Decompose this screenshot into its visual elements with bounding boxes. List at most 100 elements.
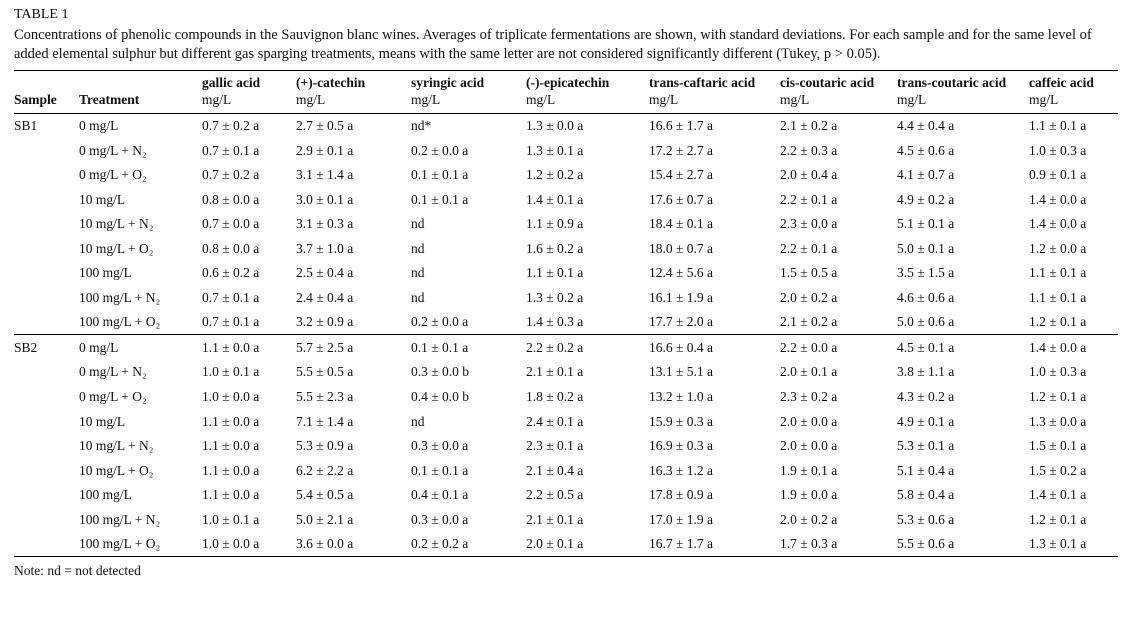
value-cell: 1.1 ± 0.9 a	[526, 216, 584, 232]
value-cell: 1.4 ± 0.3 a	[526, 314, 584, 330]
value-cell: 0.7 ± 0.0 a	[202, 216, 260, 232]
value-cell: 1.0 ± 0.3 a	[1029, 142, 1087, 158]
value-cell: 16.6 ± 1.7 a	[649, 118, 714, 133]
value-cell: 4.9 ± 0.2 a	[897, 191, 955, 207]
value-cell: 16.7 ± 1.7 a	[649, 536, 714, 552]
value-cell: 1.0 ± 0.0 a	[202, 389, 260, 405]
column-header-compound: trans-coutaric acid mg/L	[897, 70, 1029, 113]
value-cell: 1.2 ± 0.1 a	[1029, 389, 1087, 405]
sample-cell	[14, 212, 79, 237]
compound-unit: mg/L	[897, 91, 927, 107]
value-cell: 2.0 ± 0.4 a	[780, 167, 838, 183]
value-cell: 12.4 ± 5.6 a	[649, 265, 714, 281]
value-cell: 5.8 ± 0.4 a	[897, 487, 955, 503]
table-row: 100 mg/L + N₂ 0.7 ± 0.1 a 2.4 ± 0.4 a nd 1.3…	[14, 285, 1118, 310]
value-cell: 2.2 ± 0.0 a	[780, 339, 838, 355]
compound-unit: mg/L	[526, 91, 556, 107]
value-cell: 3.8 ± 1.1 a	[897, 364, 955, 380]
value-cell: 5.5 ± 2.3 a	[296, 389, 354, 405]
table-row: 10 mg/L + N₂ 1.1 ± 0.0 a 5.3 ± 0.9 a 0.3 ± …	[14, 434, 1118, 459]
sample-cell	[14, 409, 79, 434]
treatment-cell: 0 mg/L + N₂	[79, 364, 147, 380]
value-cell: 2.2 ± 0.1 a	[780, 240, 838, 256]
column-header-compound: (+)-catechin mg/L	[296, 70, 411, 113]
sample-cell: SB2	[14, 339, 38, 355]
value-cell: 2.0 ± 0.2 a	[780, 511, 838, 527]
table-row: 100 mg/L 0.6 ± 0.2 a 2.5 ± 0.4 a nd 1.1 ± 0.…	[14, 261, 1118, 286]
compound-name: trans-caftaric acid	[649, 74, 756, 90]
value-cell: 2.4 ± 0.4 a	[296, 289, 354, 305]
value-cell: 16.1 ± 1.9 a	[649, 289, 714, 305]
value-cell: 3.2 ± 0.9 a	[296, 314, 354, 330]
value-cell: 2.2 ± 0.5 a	[526, 487, 584, 503]
table-note: Note: nd = not detected	[14, 563, 141, 579]
treatment-cell: 100 mg/L + N₂	[79, 511, 161, 527]
sample-cell	[14, 434, 79, 459]
value-cell: 6.2 ± 2.2 a	[296, 462, 354, 478]
value-cell: 2.2 ± 0.2 a	[526, 339, 584, 355]
column-header-compound: caffeic acid mg/L	[1029, 70, 1118, 113]
value-cell: 0.3 ± 0.0 a	[411, 511, 469, 527]
value-cell: 0.7 ± 0.2 a	[202, 167, 260, 183]
treatment-cell: 10 mg/L + N₂	[79, 438, 154, 454]
value-cell: 5.1 ± 0.1 a	[897, 216, 955, 232]
value-cell: 2.9 ± 0.1 a	[296, 142, 354, 158]
value-cell: 0.8 ± 0.0 a	[202, 240, 260, 256]
value-cell: 3.7 ± 1.0 a	[296, 240, 354, 256]
table-row: 0 mg/L + N₂ 1.0 ± 0.1 a 5.5 ± 0.5 a 0.3 ± 0…	[14, 360, 1118, 385]
value-cell: 4.3 ± 0.2 a	[897, 389, 955, 405]
value-cell: 5.7 ± 2.5 a	[296, 339, 354, 355]
sample-cell	[14, 138, 79, 163]
value-cell: 2.3 ± 0.2 a	[780, 389, 838, 405]
value-cell: 1.9 ± 0.1 a	[780, 462, 838, 478]
value-cell: nd	[411, 240, 425, 256]
value-cell: 1.1 ± 0.0 a	[202, 438, 260, 454]
header-row: Sample Treatment gallic acid mg/L (+)-catech…	[14, 70, 1118, 113]
value-cell: 4.5 ± 0.6 a	[897, 142, 955, 158]
compound-name: (-)-epicatechin	[526, 74, 610, 90]
sample-cell	[14, 458, 79, 483]
value-cell: 2.0 ± 0.1 a	[780, 364, 838, 380]
document-page: TABLE 1 Concentrations of phenolic compo…	[14, 7, 1118, 579]
compound-unit: mg/L	[1029, 91, 1059, 107]
value-cell: nd	[411, 265, 425, 281]
value-cell: 1.6 ± 0.2 a	[526, 240, 584, 256]
column-header-compound: cis-coutaric acid mg/L	[780, 70, 897, 113]
table-row: SB1 0 mg/L 0.7 ± 0.2 a 2.7 ± 0.5 a nd* 1.3 ± …	[14, 113, 1118, 138]
value-cell: 0.1 ± 0.1 a	[411, 191, 469, 207]
value-cell: 0.6 ± 0.2 a	[202, 265, 260, 281]
column-header-compound: (-)-epicatechin mg/L	[526, 70, 649, 113]
compound-unit: mg/L	[296, 91, 326, 107]
value-cell: 1.9 ± 0.0 a	[780, 487, 838, 503]
value-cell: 2.1 ± 0.2 a	[780, 314, 838, 330]
value-cell: 2.0 ± 0.2 a	[780, 289, 838, 305]
compound-unit: mg/L	[780, 91, 810, 107]
compound-name: (+)-catechin	[296, 74, 366, 90]
value-cell: 1.5 ± 0.5 a	[780, 265, 838, 281]
value-cell: 1.4 ± 0.0 a	[1029, 339, 1087, 355]
compound-name: syringic acid	[411, 74, 485, 90]
compound-name: caffeic acid	[1029, 74, 1094, 90]
value-cell: 0.7 ± 0.1 a	[202, 142, 260, 158]
value-cell: 1.4 ± 0.1 a	[1029, 487, 1087, 503]
treatment-cell: 10 mg/L + O₂	[79, 240, 154, 256]
value-cell: 0.1 ± 0.1 a	[411, 167, 469, 183]
table-row: 10 mg/L + O₂ 1.1 ± 0.0 a 6.2 ± 2.2 a 0.1 ± …	[14, 458, 1118, 483]
value-cell: 2.1 ± 0.1 a	[526, 364, 584, 380]
sample-cell	[14, 507, 79, 532]
value-cell: 1.1 ± 0.0 a	[202, 413, 260, 429]
value-cell: nd	[411, 413, 425, 429]
compound-name: gallic acid	[202, 74, 261, 90]
value-cell: 2.1 ± 0.2 a	[780, 118, 838, 133]
value-cell: 0.2 ± 0.2 a	[411, 536, 469, 552]
value-cell: 0.1 ± 0.1 a	[411, 339, 469, 355]
treatment-cell: 10 mg/L	[79, 191, 126, 207]
compound-unit: mg/L	[649, 91, 679, 107]
value-cell: 5.4 ± 0.5 a	[296, 487, 354, 503]
value-cell: 17.6 ± 0.7 a	[649, 191, 714, 207]
table-caption: Concentrations of phenolic compounds in …	[14, 26, 1092, 62]
value-cell: 1.2 ± 0.1 a	[1029, 511, 1087, 527]
value-cell: 16.6 ± 0.4 a	[649, 339, 714, 355]
value-cell: 1.5 ± 0.1 a	[1029, 438, 1087, 454]
value-cell: 2.2 ± 0.3 a	[780, 142, 838, 158]
